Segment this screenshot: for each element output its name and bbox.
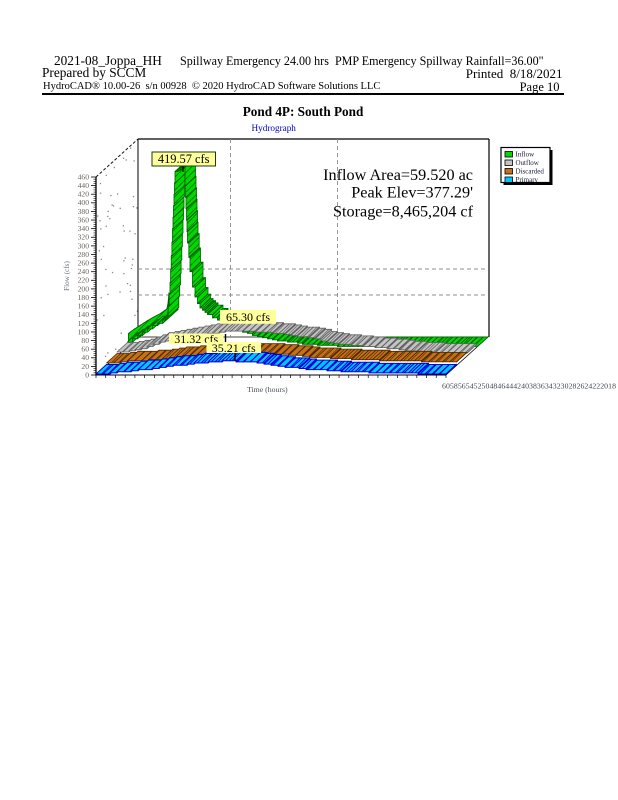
svg-text:300: 300 [78, 241, 90, 250]
svg-text:440: 440 [78, 181, 90, 190]
svg-text:20: 20 [81, 362, 89, 371]
svg-text:140: 140 [78, 310, 90, 319]
svg-text:35.21 cfs: 35.21 cfs [212, 341, 256, 355]
svg-text:160: 160 [78, 302, 90, 311]
svg-text:260: 260 [78, 258, 90, 267]
svg-text:Flow (cfs): Flow (cfs) [63, 261, 71, 291]
svg-text:240: 240 [78, 267, 90, 276]
svg-text:120: 120 [78, 319, 90, 328]
svg-text:380: 380 [78, 207, 90, 216]
svg-text:Time (hours): Time (hours) [247, 385, 288, 394]
svg-text:40: 40 [81, 353, 89, 362]
svg-text:180: 180 [78, 293, 90, 302]
svg-text:100: 100 [78, 327, 90, 336]
svg-text:400: 400 [78, 198, 90, 207]
svg-text:340: 340 [78, 224, 90, 233]
svg-text:Peak Elev=377.29': Peak Elev=377.29' [351, 184, 473, 202]
svg-text:Outflow: Outflow [516, 159, 540, 167]
svg-text:Discarded: Discarded [516, 168, 545, 176]
svg-text:80: 80 [81, 336, 89, 345]
svg-text:Inflow Area=59.520 ac: Inflow Area=59.520 ac [323, 166, 473, 184]
svg-text:Inflow: Inflow [516, 151, 536, 159]
svg-text:419.57 cfs: 419.57 cfs [158, 152, 210, 166]
svg-text:605856545250484644424038363432: 6058565452504846444240383634323028262422… [442, 382, 616, 391]
svg-text:420: 420 [78, 190, 90, 199]
svg-text:360: 360 [78, 215, 90, 224]
svg-text:460: 460 [78, 172, 90, 181]
svg-text:320: 320 [78, 233, 90, 242]
svg-text:65.30 cfs: 65.30 cfs [226, 310, 270, 324]
svg-text:Primary: Primary [516, 176, 539, 184]
svg-text:200: 200 [78, 284, 90, 293]
svg-text:220: 220 [78, 276, 90, 285]
svg-text:Storage=8,465,204 cf: Storage=8,465,204 cf [333, 202, 474, 220]
svg-text:60: 60 [81, 345, 89, 354]
svg-text:280: 280 [78, 250, 90, 259]
svg-text:0: 0 [85, 370, 89, 379]
